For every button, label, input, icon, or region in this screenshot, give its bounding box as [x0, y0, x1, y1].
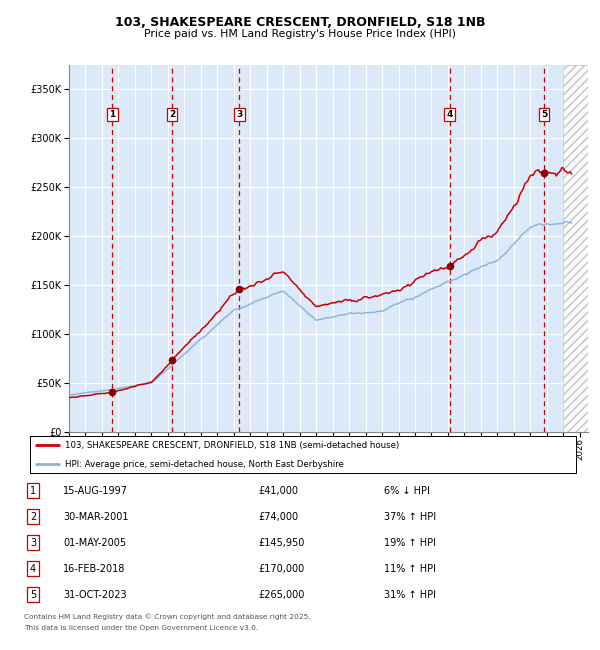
Text: 6% ↓ HPI: 6% ↓ HPI	[384, 486, 430, 496]
Text: 3: 3	[236, 110, 242, 119]
Text: £74,000: £74,000	[258, 512, 298, 522]
Text: £41,000: £41,000	[258, 486, 298, 496]
Text: 30-MAR-2001: 30-MAR-2001	[63, 512, 128, 522]
Text: 1: 1	[109, 110, 115, 119]
Text: £170,000: £170,000	[258, 564, 304, 574]
Text: 3: 3	[30, 538, 36, 548]
Text: 103, SHAKESPEARE CRESCENT, DRONFIELD, S18 1NB: 103, SHAKESPEARE CRESCENT, DRONFIELD, S1…	[115, 16, 485, 29]
Text: 31-OCT-2023: 31-OCT-2023	[63, 590, 127, 600]
Text: HPI: Average price, semi-detached house, North East Derbyshire: HPI: Average price, semi-detached house,…	[65, 460, 344, 469]
Text: This data is licensed under the Open Government Licence v3.0.: This data is licensed under the Open Gov…	[24, 625, 258, 630]
Text: 11% ↑ HPI: 11% ↑ HPI	[384, 564, 436, 574]
Text: 15-AUG-1997: 15-AUG-1997	[63, 486, 128, 496]
Text: Price paid vs. HM Land Registry's House Price Index (HPI): Price paid vs. HM Land Registry's House …	[144, 29, 456, 40]
Text: 1: 1	[30, 486, 36, 496]
Bar	[563, 65, 588, 432]
Text: 2: 2	[30, 512, 36, 522]
Text: 103, SHAKESPEARE CRESCENT, DRONFIELD, S18 1NB (semi-detached house): 103, SHAKESPEARE CRESCENT, DRONFIELD, S1…	[65, 441, 400, 450]
Text: Contains HM Land Registry data © Crown copyright and database right 2025.: Contains HM Land Registry data © Crown c…	[24, 613, 311, 619]
Text: 37% ↑ HPI: 37% ↑ HPI	[384, 512, 436, 522]
Text: £265,000: £265,000	[258, 590, 304, 600]
Text: 19% ↑ HPI: 19% ↑ HPI	[384, 538, 436, 548]
Text: 16-FEB-2018: 16-FEB-2018	[63, 564, 125, 574]
Text: 01-MAY-2005: 01-MAY-2005	[63, 538, 126, 548]
Text: £145,950: £145,950	[258, 538, 304, 548]
Text: 4: 4	[30, 564, 36, 574]
Text: 31% ↑ HPI: 31% ↑ HPI	[384, 590, 436, 600]
Text: 2: 2	[169, 110, 175, 119]
Text: 5: 5	[30, 590, 36, 600]
Text: 4: 4	[447, 110, 453, 119]
Text: 5: 5	[541, 110, 547, 119]
